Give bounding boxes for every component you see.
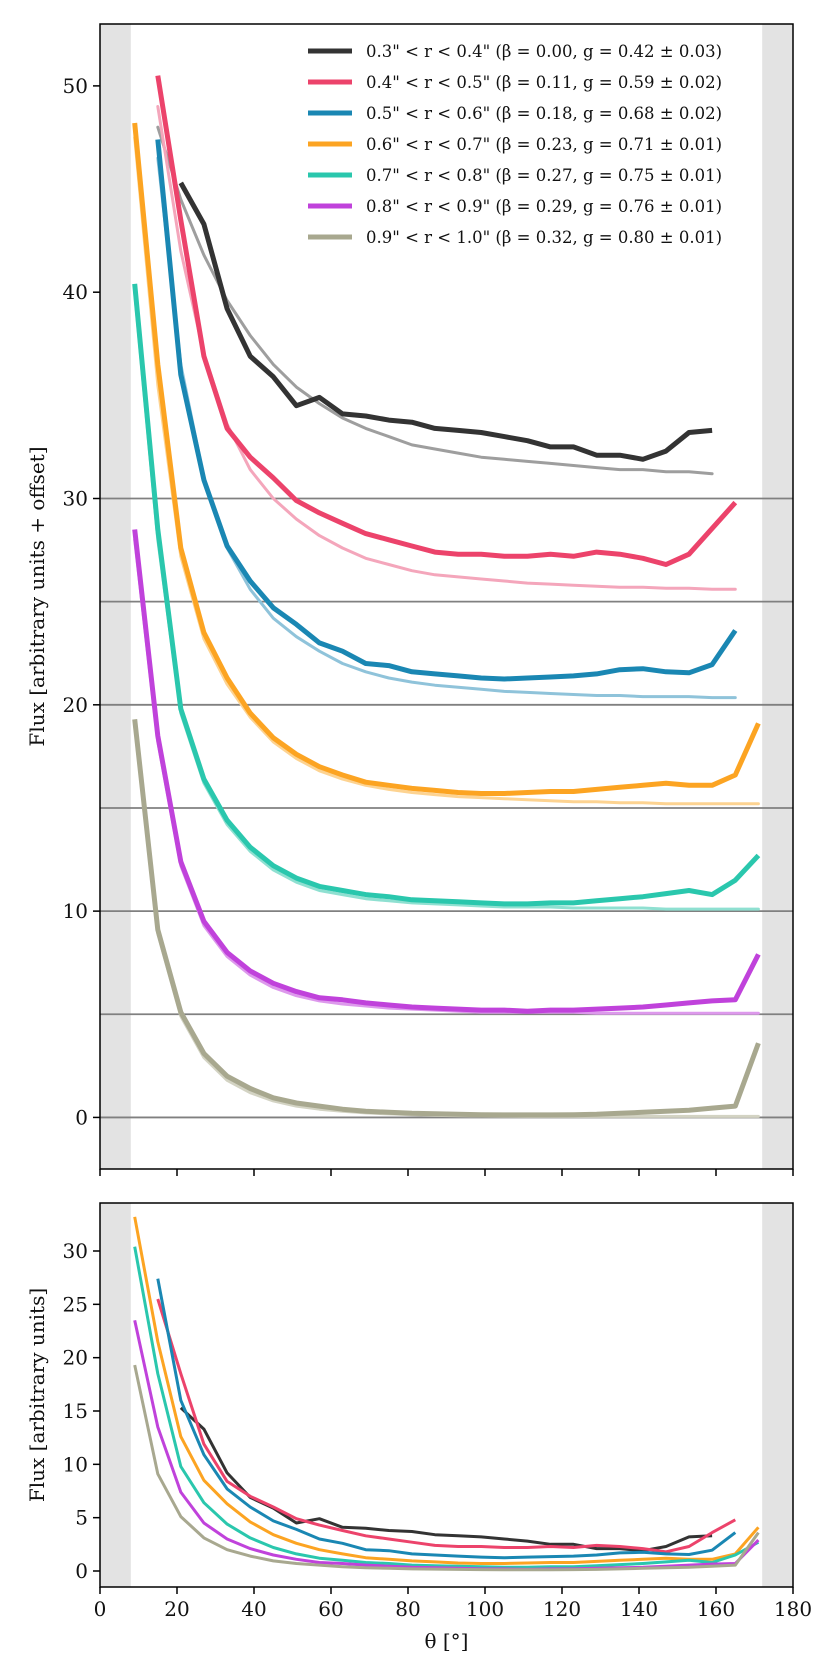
shaded-region-2	[762, 24, 793, 1169]
y-tick-label-10: 10	[63, 899, 88, 923]
series-6-fit-line	[133, 538, 760, 1015]
legend-label-5: 0.7" < r < 0.8" (β = 0.27, g = 0.75 ± 0.…	[366, 166, 722, 185]
series-1-fit-line	[156, 125, 714, 476]
series-2-fit-line	[156, 105, 737, 591]
x-tick-label-60: 60	[318, 1597, 343, 1621]
legend-label-1: 0.3" < r < 0.4" (β = 0.00, g = 0.42 ± 0.…	[366, 42, 722, 61]
series-5-line	[133, 1246, 760, 1569]
series-6-line	[133, 1319, 760, 1571]
plot-area	[133, 1216, 760, 1572]
legend-label-2: 0.4" < r < 0.5" (β = 0.11, g = 0.59 ± 0.…	[366, 73, 722, 92]
bottom-panel: 0 5 10 15 20 25 30 0 20 40 60 80 100 120 140 160 180 Flux…	[25, 1202, 812, 1653]
series-6-line	[132, 529, 761, 1014]
y-axis-title: Flux [arbitrary units]	[25, 1288, 49, 1502]
x-tick-label-20: 20	[164, 1597, 189, 1621]
y-tick-label-0: 0	[75, 1559, 88, 1583]
shaded-region-2	[762, 1203, 793, 1587]
series-2-line	[155, 75, 738, 567]
y-tick-label-40: 40	[63, 280, 88, 304]
legend-label-4: 0.6" < r < 0.7" (β = 0.23, g = 0.71 ± 0.…	[366, 135, 722, 154]
y-tick-label-20: 20	[63, 1346, 88, 1370]
series-5-fit-line	[133, 290, 760, 911]
x-axis-title: θ [°]	[424, 1629, 468, 1653]
legend: 0.3" < r < 0.4" (β = 0.00, g = 0.42 ± 0.…	[308, 42, 722, 247]
top-panel: 0 10 20 30 40 50 Flux [arbitrary units + offse…	[25, 23, 794, 1176]
legend-label-6: 0.8" < r < 0.9" (β = 0.29, g = 0.76 ± 0.…	[366, 197, 722, 216]
x-tick-label-100: 100	[466, 1597, 504, 1621]
series-7-line	[132, 719, 761, 1118]
x-tick-label-120: 120	[543, 1597, 581, 1621]
axes-frame	[99, 1202, 794, 1588]
shaded-region-1	[100, 24, 131, 1169]
legend-label-3: 0.5" < r < 0.6" (β = 0.18, g = 0.68 ± 0.…	[366, 104, 722, 123]
series-2-line	[156, 1298, 737, 1554]
y-tick-label-25: 25	[63, 1292, 88, 1316]
y-tick-label-30: 30	[63, 487, 88, 511]
y-tick-label-50: 50	[63, 74, 88, 98]
series-3-line	[156, 1278, 737, 1560]
series-7-line	[133, 1364, 760, 1572]
y-axis-title: Flux [arbitrary units + offset]	[25, 446, 49, 746]
series-3-fit-line	[156, 156, 737, 700]
y-tick-label-30: 30	[63, 1239, 88, 1263]
y-tick-label-10: 10	[63, 1452, 88, 1476]
y-tick-label-15: 15	[63, 1399, 88, 1423]
x-tick-label-0: 0	[94, 1597, 107, 1621]
series-4-line	[132, 122, 761, 796]
x-tick-label-80: 80	[395, 1597, 420, 1621]
series-3-line	[155, 139, 738, 682]
shaded-region-1	[100, 1203, 131, 1587]
plot-area	[132, 75, 761, 1118]
series-4-fit-line	[133, 136, 760, 806]
series-4-line	[133, 1216, 760, 1565]
series-5-line	[132, 283, 761, 907]
axes-frame	[99, 23, 794, 1170]
y-tick-label-20: 20	[63, 693, 88, 717]
x-tick-label-40: 40	[241, 1597, 266, 1621]
series-1-line	[178, 181, 713, 462]
y-tick-label-5: 5	[75, 1506, 88, 1530]
y-tick-label-0: 0	[75, 1105, 88, 1129]
x-tick-label-180: 180	[774, 1597, 812, 1621]
legend-label-7: 0.9" < r < 1.0" (β = 0.32, g = 0.80 ± 0.…	[366, 228, 722, 247]
x-tick-label-160: 160	[697, 1597, 735, 1621]
x-tick-label-140: 140	[620, 1597, 658, 1621]
